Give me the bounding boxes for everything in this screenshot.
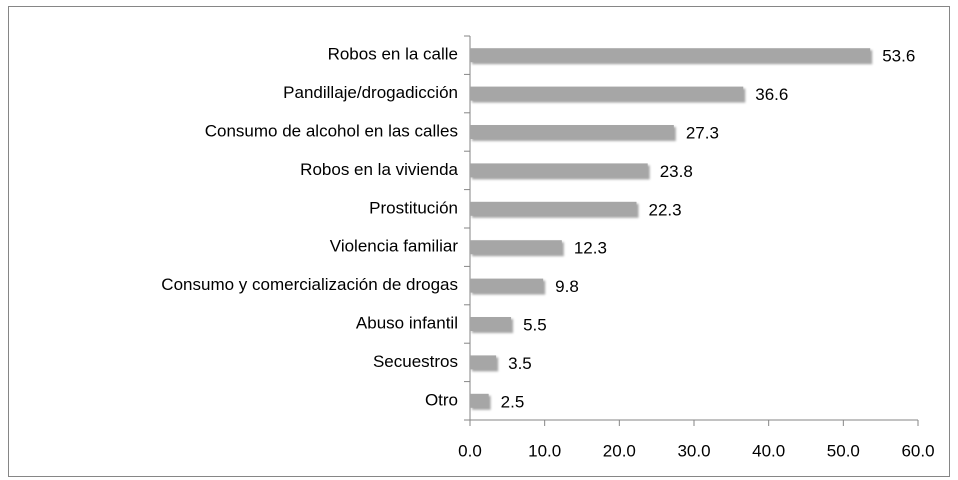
bar — [470, 125, 674, 139]
bar — [470, 240, 562, 255]
x-tick-label: 50.0 — [827, 441, 860, 460]
data-label: 9.8 — [555, 277, 579, 296]
bar — [470, 163, 648, 178]
x-tick-label: 10.0 — [528, 441, 561, 460]
y-tick-label: Prostitución — [369, 198, 458, 217]
data-label: 12.3 — [574, 239, 607, 258]
x-tick-label: 0.0 — [458, 441, 482, 460]
y-tick-label: Robos en la calle — [328, 45, 458, 64]
x-tick-label: 20.0 — [603, 441, 636, 460]
x-tick-label: 60.0 — [901, 441, 934, 460]
data-label: 2.5 — [501, 392, 525, 411]
y-tick-label: Abuso infantil — [356, 313, 458, 332]
bar — [470, 48, 871, 63]
y-tick-label: Violencia familiar — [330, 237, 459, 256]
bar — [470, 86, 744, 101]
bar — [470, 278, 544, 293]
data-label: 36.6 — [755, 85, 788, 104]
data-label: 22.3 — [649, 200, 682, 219]
y-tick-label: Consumo de alcohol en las calles — [205, 121, 458, 140]
y-tick-label: Robos en la vivienda — [300, 160, 458, 179]
data-label: 27.3 — [686, 123, 719, 142]
bar — [470, 393, 489, 408]
y-tick-label: Consumo y comercialización de drogas — [161, 275, 458, 294]
x-tick-label: 40.0 — [752, 441, 785, 460]
y-tick-label: Pandillaje/drogadicción — [283, 83, 458, 102]
bar — [470, 317, 512, 331]
bar — [470, 355, 497, 370]
x-tick-label: 30.0 — [677, 441, 710, 460]
y-tick-label: Otro — [425, 390, 458, 409]
data-label: 53.6 — [882, 47, 915, 66]
y-tick-label: Secuestros — [373, 352, 458, 371]
data-label: 3.5 — [508, 354, 532, 373]
data-label: 23.8 — [660, 162, 693, 181]
bar — [470, 201, 637, 216]
data-label: 5.5 — [523, 315, 547, 334]
